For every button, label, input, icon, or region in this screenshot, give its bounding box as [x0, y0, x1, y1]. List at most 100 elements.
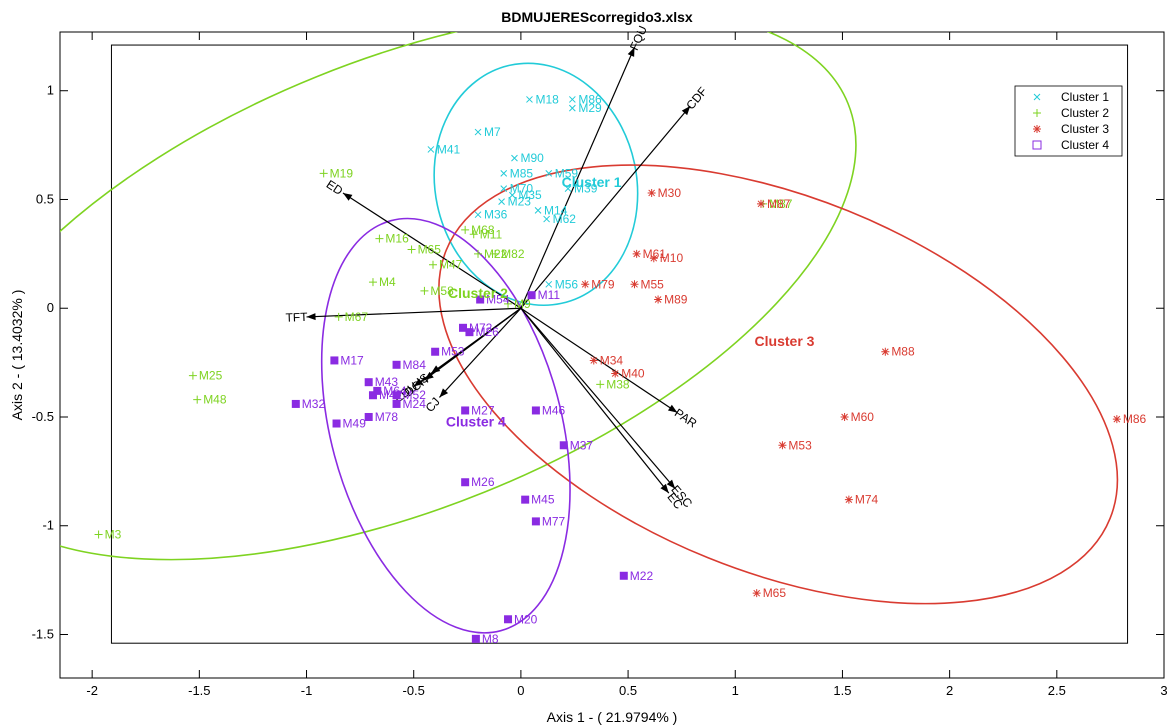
point-label: M37	[570, 438, 594, 452]
point-marker-plus	[491, 249, 500, 258]
vector-line	[520, 105, 691, 309]
point-marker-x	[427, 146, 435, 153]
point-marker-square	[527, 291, 536, 300]
point-label: M53	[441, 345, 465, 359]
point-label: M9	[514, 297, 531, 311]
point-label: M32	[302, 397, 326, 411]
point-label: M74	[855, 493, 879, 507]
y-axis-label: Axis 2 - ( 13.4032% )	[9, 290, 25, 421]
point-marker-star	[756, 199, 765, 208]
y-tick-label: 1	[47, 83, 54, 98]
vector-line	[306, 307, 521, 318]
point-label: M47	[439, 258, 463, 272]
point-marker-square	[332, 419, 341, 428]
point-label: M17	[340, 353, 364, 367]
point-label: M24	[403, 397, 427, 411]
point-marker-square	[476, 295, 485, 304]
vector-arrowhead	[306, 313, 316, 321]
point-marker-plus	[504, 299, 513, 308]
point-label: M19	[330, 166, 354, 180]
point-label: M58	[430, 284, 454, 298]
point-marker-plus	[334, 312, 343, 321]
x-tick-label: 1	[732, 683, 739, 698]
point-marker-x	[534, 207, 542, 214]
point-label: M86	[1123, 412, 1147, 426]
point-marker-x	[474, 211, 482, 219]
x-tick-label: 0.5	[619, 683, 637, 698]
chart-title: BDMUJEREScorregido3.xlsx	[501, 9, 693, 25]
point-marker-plus	[407, 245, 416, 254]
point-label: M30	[658, 186, 682, 200]
point-marker-star	[752, 589, 761, 598]
point-label: M48	[203, 393, 227, 407]
vector-line	[520, 307, 676, 490]
point-marker-square	[392, 360, 401, 369]
point-label: M86	[578, 92, 602, 106]
vector-line	[430, 307, 522, 374]
point-marker-square	[368, 391, 377, 400]
point-label: M14	[544, 203, 568, 217]
point-label: M78	[375, 410, 399, 424]
point-marker-x	[543, 215, 550, 223]
point-label: M35	[518, 188, 542, 202]
point-label: M55	[641, 277, 665, 291]
point-marker-x	[500, 185, 508, 192]
point-marker-square	[559, 441, 568, 450]
point-label: M65	[418, 243, 442, 257]
y-tick-label: -1.5	[32, 626, 54, 641]
point-marker-square	[471, 634, 480, 643]
vector-arrowhead	[666, 479, 676, 489]
vector-arrowhead	[342, 192, 353, 201]
x-tick-label: 3	[1160, 683, 1167, 698]
point-label: M22	[630, 569, 654, 583]
x-axis-label: Axis 1 - ( 21.9794% )	[547, 709, 678, 725]
point-label: M8	[482, 632, 499, 646]
point-marker-x	[474, 128, 482, 136]
point-label: M87	[767, 197, 791, 211]
vector-arrowhead	[430, 365, 441, 374]
point-marker-plus	[188, 371, 197, 380]
point-label: M85	[510, 166, 534, 180]
point-label: M52	[403, 388, 427, 402]
point-marker-plus	[94, 530, 103, 539]
vector-line	[438, 307, 522, 398]
point-marker-square	[291, 399, 300, 408]
point-marker-square	[330, 356, 339, 365]
point-label: M36	[484, 208, 508, 222]
point-marker-star	[632, 249, 641, 258]
point-marker-x	[568, 96, 576, 103]
point-marker-star	[1112, 415, 1121, 424]
point-label: M62	[553, 212, 577, 226]
point-label: M41	[437, 142, 461, 156]
point-label: M11	[480, 227, 503, 241]
point-label: M23	[508, 195, 532, 209]
point-label: M90	[520, 151, 544, 165]
point-label: M43	[375, 375, 399, 389]
cluster-label: Cluster 1	[562, 174, 622, 190]
point-marker-square	[504, 615, 513, 624]
legend-marker	[1032, 140, 1042, 150]
point-marker-plus	[368, 278, 377, 287]
x-tick-label: 2.5	[1048, 683, 1066, 698]
point-label: M68	[471, 223, 495, 237]
point-label: M61	[643, 247, 667, 261]
point-label: M27	[471, 403, 495, 417]
vector-line	[520, 46, 636, 309]
point-label: M88	[891, 345, 915, 359]
x-tick-label: 1.5	[833, 683, 851, 698]
point-marker-plus	[375, 234, 384, 243]
point-marker-plus	[461, 225, 470, 234]
vector-line	[520, 307, 670, 494]
point-label: M65	[763, 586, 787, 600]
point-label: M20	[514, 612, 538, 626]
point-label: M89	[664, 293, 688, 307]
point-label: M16	[385, 232, 409, 246]
point-label: M11	[538, 288, 561, 302]
point-label: M64	[383, 384, 407, 398]
vector-arrowhead	[681, 105, 691, 116]
legend-label: Cluster 1	[1061, 90, 1109, 104]
point-label: M39	[574, 182, 598, 196]
vector-line	[520, 307, 678, 414]
point-label: M7	[484, 125, 501, 139]
